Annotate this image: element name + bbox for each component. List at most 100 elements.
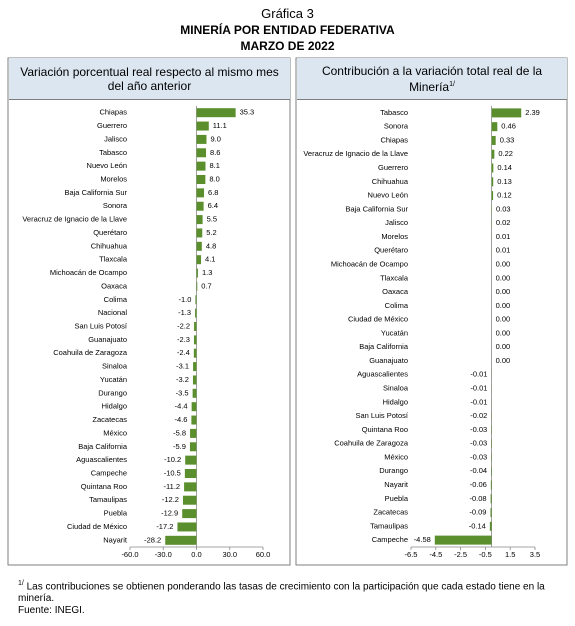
category-label: Quintana Roo: [81, 482, 127, 491]
value-label: -1.0: [178, 295, 191, 304]
value-label: 8.1: [209, 161, 219, 170]
value-label: -3.1: [176, 362, 189, 371]
value-label: -0.02: [470, 411, 487, 420]
bar: [196, 108, 236, 118]
footnote-ref: 1/: [449, 80, 455, 88]
value-label: 6.8: [208, 188, 218, 197]
bar: [184, 482, 197, 492]
value-label: -0.01: [470, 370, 487, 379]
value-label: -2.3: [177, 335, 190, 344]
category-label: Jalisco: [385, 218, 408, 227]
category-label: Tabasco: [380, 108, 408, 117]
x-tick-label: -0.5: [479, 550, 492, 559]
category-label: Morelos: [100, 174, 127, 183]
category-label: Campeche: [372, 535, 408, 544]
value-label: -0.06: [470, 480, 487, 489]
source: Fuente: INEGI.: [18, 605, 85, 616]
category-label: Campeche: [91, 468, 127, 477]
bar: [491, 177, 494, 187]
category-label: Oaxaca: [101, 281, 128, 290]
category-label: Yucatán: [100, 375, 127, 384]
bar: [196, 121, 209, 131]
x-tick-label: 30.0: [222, 550, 237, 559]
title: Gráfica 3: [261, 6, 314, 21]
period: MARZO DE 2022: [240, 39, 335, 53]
category-label: Chiapas: [99, 108, 127, 117]
category-label: Ciudad de México: [348, 315, 408, 324]
bar: [182, 495, 197, 505]
category-label: Chihuahua: [372, 177, 409, 186]
category-label: Michoacán de Ocampo: [50, 268, 127, 277]
bar: [491, 122, 498, 132]
bar: [491, 108, 522, 118]
bar: [191, 402, 197, 412]
value-label: -5.9: [173, 442, 186, 451]
value-label: -0.08: [469, 494, 486, 503]
bar: [490, 508, 492, 518]
category-label: México: [103, 428, 127, 437]
bar: [196, 228, 203, 238]
value-label: -5.8: [173, 428, 186, 437]
category-label: México: [384, 452, 408, 461]
category-label: Sonora: [384, 122, 409, 131]
category-label: Morelos: [381, 232, 408, 241]
value-label: 5.2: [206, 228, 216, 237]
bar: [196, 281, 198, 291]
bar: [196, 188, 205, 198]
value-label: 0.33: [500, 135, 515, 144]
category-label: Sinaloa: [102, 362, 128, 371]
value-label: 8.6: [210, 148, 220, 157]
category-label: Baja California Sur: [64, 188, 127, 197]
value-label: -12.9: [161, 509, 178, 518]
value-label: 0.00: [496, 301, 511, 310]
panel-title-text: Contribución a la variación total real d…: [321, 63, 543, 94]
category-label: Aguascalientes: [76, 455, 127, 464]
bar: [196, 255, 202, 265]
category-label: San Luis Potosí: [74, 321, 127, 330]
category-label: Zacatecas: [373, 508, 408, 517]
category-label: Querétaro: [374, 246, 408, 255]
category-label: Tamaulipas: [89, 495, 127, 504]
panel-title-text: Contribución a la variación total real d…: [307, 64, 557, 94]
value-label: -28.2: [144, 535, 161, 544]
bar: [195, 308, 197, 318]
bar: [193, 348, 197, 358]
value-label: -3.5: [176, 388, 189, 397]
bar: [196, 148, 207, 158]
bar: [490, 480, 492, 490]
category-label: Sinaloa: [383, 384, 409, 393]
value-label: 0.01: [496, 246, 511, 255]
category-label: Guerrero: [97, 121, 127, 130]
category-label: Aguascalientes: [357, 370, 408, 379]
panel-title: Variación porcentual real respecto al mi…: [9, 58, 290, 100]
category-label: Durango: [98, 388, 127, 397]
category-label: Guanajuato: [369, 356, 408, 365]
value-label: -0.04: [470, 466, 487, 475]
category-label: Quintana Roo: [362, 425, 408, 434]
value-label: -2.2: [177, 321, 190, 330]
category-label: Oaxaca: [382, 287, 409, 296]
category-label: Veracruz de Ignacio de la Llave: [22, 215, 127, 224]
footnote-text: Las contribuciones se obtienen ponderand…: [18, 581, 545, 605]
value-label: 0.22: [498, 149, 513, 158]
category-label: Guerrero: [378, 163, 408, 172]
category-label: Tlaxcala: [99, 255, 128, 264]
category-label: Ciudad de México: [67, 522, 127, 531]
category-label: Baja California: [359, 342, 409, 351]
value-label: -1.3: [178, 308, 191, 317]
value-label: -3.2: [176, 375, 189, 384]
category-label: Nuevo León: [368, 191, 408, 200]
category-label: Baja California Sur: [345, 204, 408, 213]
value-label: 0.00: [496, 356, 511, 365]
category-label: Puebla: [104, 509, 128, 518]
value-label: 0.46: [501, 122, 516, 131]
bar: [196, 175, 206, 184]
category-label: Jalisco: [104, 134, 127, 143]
x-tick-label: -60.0: [121, 550, 138, 559]
value-label: 4.8: [206, 241, 216, 250]
footnote: 1/ Las contribuciones se obtienen ponder…: [18, 578, 563, 605]
bar: [193, 362, 197, 372]
value-label: -0.09: [469, 508, 486, 517]
